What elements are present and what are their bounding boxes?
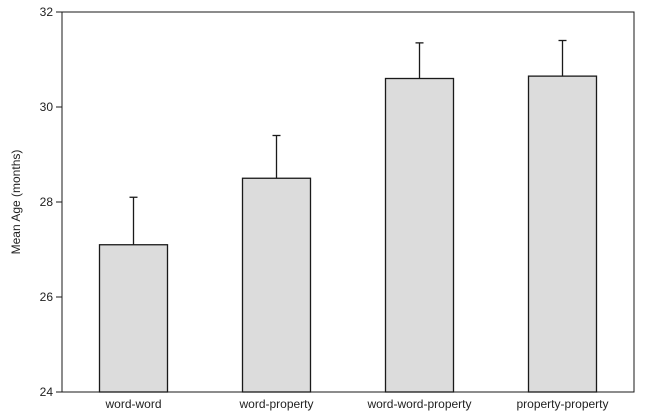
x-tick-label: property-property (516, 397, 608, 411)
y-tick-label: 28 (40, 195, 54, 209)
plot-area: 24 26 28 30 32 word-word word-property word-wor… (40, 5, 635, 411)
bar (241, 177, 312, 393)
x-tick-label: word-word-property (366, 397, 471, 411)
bar (98, 244, 169, 393)
y-tick-label: 24 (40, 385, 54, 399)
x-tick-label: word-property (238, 397, 313, 411)
bar (384, 77, 455, 393)
y-tick-label: 32 (40, 5, 54, 19)
y-axis-label: Mean Age (months) (9, 150, 23, 255)
y-tick-label: 26 (40, 290, 54, 304)
x-tick-label: word-word (104, 397, 161, 411)
y-tick-label: 30 (40, 100, 54, 114)
bar (527, 75, 598, 393)
